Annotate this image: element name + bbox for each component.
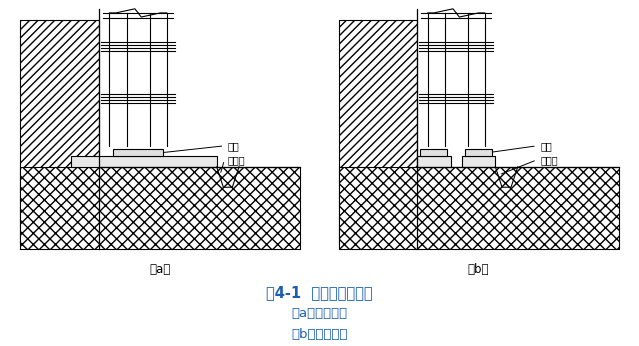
- Bar: [339, 167, 619, 248]
- Bar: [20, 167, 300, 248]
- Bar: [71, 156, 217, 167]
- Text: （a）横铺垫板: （a）横铺垫板: [291, 307, 348, 320]
- Bar: [420, 149, 447, 156]
- Bar: [20, 167, 300, 248]
- Bar: [465, 149, 492, 156]
- Bar: [339, 20, 417, 244]
- Text: （a）: （a）: [150, 263, 171, 276]
- Bar: [417, 156, 450, 167]
- Text: 排水沟: 排水沟: [540, 155, 558, 165]
- Bar: [113, 149, 163, 156]
- Text: 图4-1  普通脚手架基底: 图4-1 普通脚手架基底: [266, 286, 373, 301]
- Bar: [20, 20, 99, 244]
- Text: （b）顺铺垫板: （b）顺铺垫板: [291, 328, 348, 341]
- Bar: [462, 156, 495, 167]
- Text: 排水沟: 排水沟: [227, 155, 245, 165]
- Bar: [339, 20, 417, 244]
- Text: 垫木: 垫木: [540, 141, 552, 151]
- Bar: [20, 20, 99, 244]
- Text: 垫木: 垫木: [227, 141, 240, 151]
- Bar: [339, 167, 619, 248]
- Text: （b）: （b）: [468, 263, 489, 276]
